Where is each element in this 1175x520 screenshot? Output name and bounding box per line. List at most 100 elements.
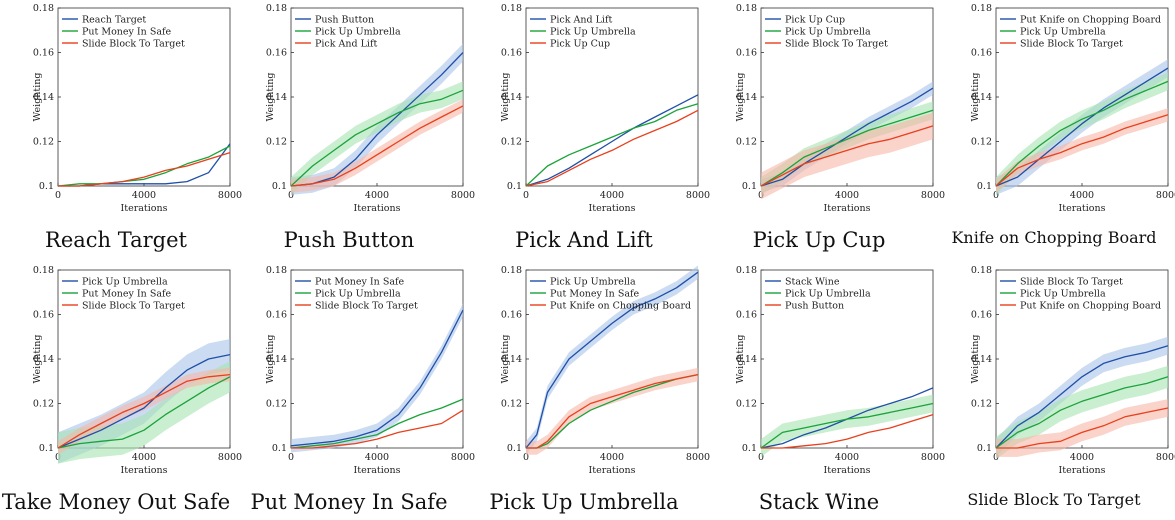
x-tick-label: 4000 xyxy=(835,190,859,201)
x-tick-label: 8000 xyxy=(451,190,475,201)
legend-label: Put Knife on Chopping Board xyxy=(550,301,691,312)
legend-label: Put Money In Safe xyxy=(82,27,172,38)
y-axis-label: Weighting xyxy=(265,73,276,122)
y-tick-label: 0.14 xyxy=(266,92,287,103)
x-axis-label: Iterations xyxy=(824,465,871,476)
series-line xyxy=(290,309,464,447)
y-tick-label: 0.12 xyxy=(501,399,522,410)
y-tick-label: 0.14 xyxy=(266,354,287,365)
chart-caption: Put Money In Safe xyxy=(250,490,448,514)
y-tick-label: 0.16 xyxy=(736,310,757,321)
y-tick-label: 0.16 xyxy=(33,310,54,321)
chart-caption: Stack Wine xyxy=(758,490,880,514)
y-tick-label: 0.16 xyxy=(971,48,992,59)
legend-label: Slide Block To Target xyxy=(1020,277,1123,288)
y-axis-label: Weighting xyxy=(735,335,746,384)
y-tick-label: 0.12 xyxy=(971,399,992,410)
x-tick-label: 0 xyxy=(55,190,61,201)
legend-label: Pick Up Umbrella xyxy=(82,277,168,288)
x-tick-label: 0 xyxy=(758,452,764,463)
series-line xyxy=(760,402,934,449)
series-line xyxy=(995,80,1169,187)
y-tick-label: 0.12 xyxy=(736,399,757,410)
y-axis-label: Weighting xyxy=(970,335,981,384)
legend-label: Put Knife on Chopping Board xyxy=(1020,15,1161,26)
y-tick-label: 0.12 xyxy=(266,399,287,410)
y-tick-label: 0.1 xyxy=(507,181,522,192)
x-axis-label: Iterations xyxy=(354,203,401,214)
series-line xyxy=(995,376,1169,449)
x-tick-label: 4000 xyxy=(132,452,156,463)
series-line xyxy=(290,398,464,449)
x-tick-label: 8000 xyxy=(451,452,475,463)
y-axis-label: Weighting xyxy=(500,73,511,122)
x-tick-label: 4000 xyxy=(1070,452,1094,463)
y-axis-label: Weighting xyxy=(735,73,746,122)
y-tick-label: 0.18 xyxy=(266,3,287,14)
legend-label: Push Button xyxy=(785,301,844,312)
line-chart: 0.1 0.12 0.14 0.16 0.18 0 4000 8000 Iterations We… xyxy=(500,265,710,476)
legend-label: Pick Up Umbrella xyxy=(315,289,401,300)
y-axis-label: Weighting xyxy=(500,335,511,384)
line-chart: 0.1 0.12 0.14 0.16 0.18 0 4000 8000 Iterations We… xyxy=(970,3,1175,214)
line-chart: 0.1 0.12 0.14 0.16 0.18 0 4000 8000 Iterations We… xyxy=(500,3,710,214)
series-line xyxy=(57,373,231,449)
series-line xyxy=(526,373,699,449)
y-tick-label: 0.18 xyxy=(33,3,54,14)
legend-label: Pick Up Umbrella xyxy=(550,27,636,38)
legend-label: Pick And Lift xyxy=(550,15,612,26)
y-tick-label: 0.12 xyxy=(736,137,757,148)
legend-label: Pick Up Umbrella xyxy=(550,277,636,288)
y-tick-label: 0.1 xyxy=(272,181,287,192)
legend-label: Slide Block To Target xyxy=(1020,39,1123,50)
x-tick-label: 8000 xyxy=(1156,190,1175,201)
y-tick-label: 0.12 xyxy=(266,137,287,148)
y-tick-label: 0.14 xyxy=(33,354,54,365)
x-tick-label: 4000 xyxy=(1070,190,1094,201)
series-band xyxy=(996,365,1168,460)
x-tick-label: 0 xyxy=(993,190,999,201)
x-tick-label: 4000 xyxy=(365,190,389,201)
x-tick-label: 8000 xyxy=(218,190,242,201)
y-axis-label: Weighting xyxy=(32,73,43,122)
y-tick-label: 0.1 xyxy=(272,443,287,454)
legend-label: Pick Up Cup xyxy=(550,39,610,50)
chart-caption: Slide Block To Target xyxy=(967,490,1141,509)
legend-label: Push Button xyxy=(315,15,374,26)
x-axis-label: Iterations xyxy=(1059,465,1106,476)
legend-label: Slide Block To Target xyxy=(82,39,185,50)
series-line xyxy=(58,151,231,187)
series-line xyxy=(290,52,464,187)
chart-caption: Pick Up Umbrella xyxy=(489,490,679,514)
series-line xyxy=(57,145,231,187)
legend-label: Slide Block To Target xyxy=(315,301,418,312)
y-axis-label: Weighting xyxy=(32,335,43,384)
series-line xyxy=(525,94,699,187)
series-line xyxy=(526,373,699,449)
chart-caption: Reach Target xyxy=(45,228,187,252)
series-line xyxy=(995,345,1169,449)
y-tick-label: 0.14 xyxy=(501,354,522,365)
chart-caption: Knife on Chopping Board xyxy=(951,228,1157,247)
series-line xyxy=(290,105,464,187)
legend-label: Stack Wine xyxy=(785,277,840,288)
legend-label: Pick Up Umbrella xyxy=(1020,289,1106,300)
series-band xyxy=(996,108,1168,193)
y-tick-label: 0.1 xyxy=(977,443,992,454)
series-line xyxy=(996,407,1169,449)
chart-panel: 0.10.120.140.160.18040008000IterationsWe… xyxy=(703,0,945,258)
x-axis-label: Iterations xyxy=(589,203,636,214)
y-tick-label: 0.18 xyxy=(501,3,522,14)
x-axis-label: Iterations xyxy=(354,465,401,476)
legend-label: Pick Up Umbrella xyxy=(1020,27,1106,38)
legend-label: Put Money In Safe xyxy=(82,289,172,300)
